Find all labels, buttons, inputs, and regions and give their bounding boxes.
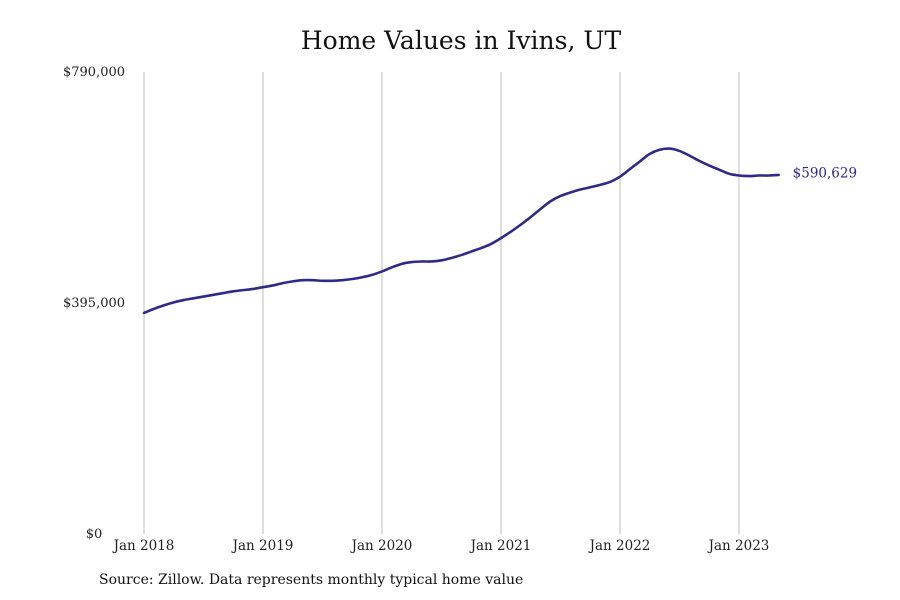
- source-note: Source: Zillow. Data represents monthly …: [99, 572, 524, 588]
- chart-title: Home Values in Ivins, UT: [300, 26, 622, 55]
- x-axis-ticks: Jan 2018 Jan 2019 Jan 2020 Jan 2021 Jan 2022…: [112, 538, 770, 554]
- x-tick-label: Jan 2019: [231, 538, 294, 554]
- series-line: [142, 147, 780, 315]
- end-label-layer: $590,629: [793, 165, 857, 181]
- x-tick-label: Jan 2020: [350, 538, 413, 554]
- y-tick-label: $0: [86, 527, 103, 542]
- x-tick-label: Jan 2022: [588, 538, 651, 554]
- x-tick-label: Jan 2021: [469, 538, 532, 554]
- y-tick-label: $395,000: [63, 296, 125, 311]
- x-tick-label: Jan 2023: [707, 538, 770, 554]
- y-tick-label: $790,000: [63, 65, 125, 80]
- series-layer: [142, 147, 780, 315]
- y-axis-ticks: $0 $395,000 $790,000: [63, 65, 125, 542]
- x-tick-label: Jan 2018: [112, 538, 175, 554]
- end-value-label: $590,629: [793, 165, 857, 181]
- gridlines: [143, 72, 740, 534]
